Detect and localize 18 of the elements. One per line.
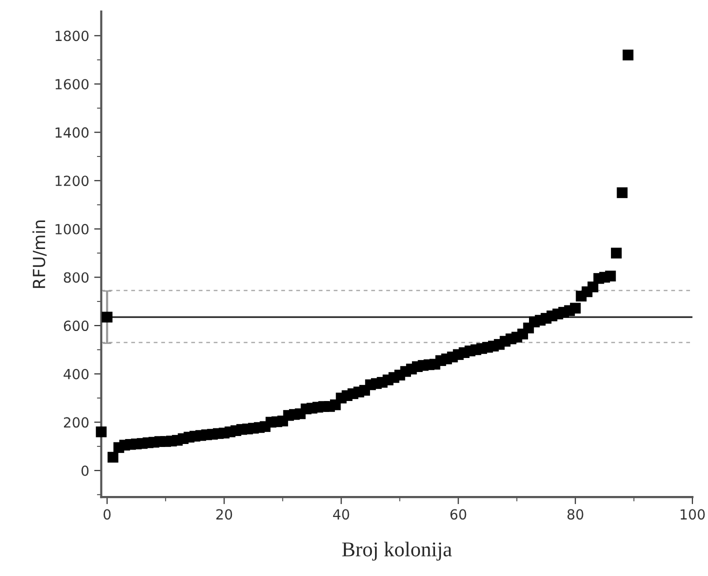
y-tick-label: 800 [64, 272, 89, 283]
x-tick-label: 80 [567, 509, 584, 520]
y-axis-title: RFU/min [32, 220, 47, 288]
y-tick-label: 1400 [56, 127, 89, 138]
x-tick-label: 100 [680, 509, 705, 520]
y-tick-label: 0 [82, 465, 89, 476]
y-tick-label: 1200 [56, 176, 89, 186]
y-tick-label: 600 [64, 320, 89, 332]
y-tick-label: 1000 [56, 224, 89, 234]
x-tick-label: 40 [333, 509, 350, 520]
x-tick-label: 60 [450, 509, 466, 520]
y-tick-label: 1800 [56, 30, 89, 42]
x-tick-label: 20 [216, 509, 232, 520]
y-tick-label: 400 [64, 368, 89, 380]
y-tick-label: 200 [64, 417, 89, 428]
x-tick-label: 0 [104, 509, 111, 520]
x-axis-title: Broj kolonija [342, 542, 452, 561]
y-tick-label: 1600 [56, 78, 89, 90]
